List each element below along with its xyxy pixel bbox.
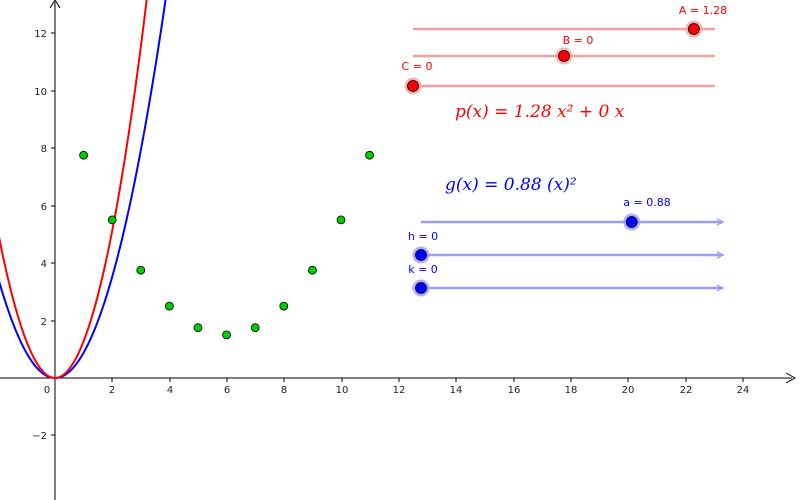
curve-p[interactable]: [0, 0, 149, 380]
data-point[interactable]: [365, 150, 375, 160]
x-tick-label: 16: [508, 385, 521, 396]
y-tick-label: −2: [32, 431, 47, 442]
y-tick-label: 12: [34, 29, 47, 40]
x-tick-label: 12: [393, 385, 406, 396]
slider-h-label: h = 0: [408, 230, 438, 243]
x-ticks: 0 2 4 6 8 10 12 14 16 18 20 22 24: [44, 378, 750, 396]
x-tick-label: 2: [109, 385, 115, 396]
data-point[interactable]: [107, 215, 117, 225]
y-axis-arrow-icon: [49, 0, 61, 9]
data-point[interactable]: [79, 150, 88, 160]
slider-h[interactable]: h = 0: [408, 230, 725, 264]
slider-k-handle[interactable]: [412, 279, 430, 297]
slider-B[interactable]: B = 0: [413, 34, 715, 65]
slider-handle-dot[interactable]: [687, 23, 700, 35]
x-tick-label: 6: [224, 385, 230, 396]
x-tick-label: 14: [450, 385, 463, 396]
slider-a-label: a = 0.88: [623, 196, 670, 209]
slider-A-label: A = 1.28: [679, 4, 727, 17]
x-tick-label: 20: [622, 385, 635, 396]
slider-k-arrow-icon: [716, 284, 725, 292]
slider-a[interactable]: a = 0.88: [421, 196, 725, 231]
slider-handle-dot[interactable]: [415, 282, 427, 294]
y-tick-label: 6: [41, 202, 47, 213]
slider-a-arrow-icon: [716, 218, 725, 226]
x-tick-label: 22: [680, 385, 693, 396]
curve-g[interactable]: [0, 0, 168, 380]
data-point[interactable]: [307, 265, 317, 275]
x-axis: [0, 372, 797, 384]
y-tick-label: 4: [41, 259, 47, 270]
data-point[interactable]: [336, 215, 346, 225]
data-point[interactable]: [193, 323, 203, 333]
points-layer: [79, 150, 375, 340]
x-tick-label: 10: [336, 385, 349, 396]
slider-C-label: C = 0: [402, 60, 433, 73]
data-point[interactable]: [222, 330, 232, 340]
slider-A-handle[interactable]: [685, 20, 703, 38]
data-point[interactable]: [164, 301, 174, 311]
x-tick-label: 0: [44, 385, 50, 396]
y-tick-label: 10: [34, 87, 47, 98]
formula-p: p(x) = 1.28 x² + 0 x: [455, 102, 625, 122]
slider-C-handle[interactable]: [404, 77, 422, 95]
slider-k-label: k = 0: [408, 263, 438, 276]
data-point[interactable]: [136, 265, 146, 275]
x-tick-label: 24: [737, 385, 750, 396]
slider-handle-dot[interactable]: [415, 249, 427, 261]
slider-h-handle[interactable]: [412, 246, 430, 264]
slider-C[interactable]: C = 0: [402, 60, 715, 95]
y-tick-label: 8: [41, 144, 47, 155]
data-point[interactable]: [279, 301, 289, 311]
x-axis-arrow-icon: [785, 372, 797, 384]
slider-A[interactable]: A = 1.28: [413, 4, 727, 38]
x-tick-label: 4: [167, 385, 173, 396]
data-point[interactable]: [250, 323, 260, 333]
slider-handle-dot[interactable]: [558, 50, 570, 62]
y-tick-label: 2: [41, 317, 47, 328]
slider-k[interactable]: k = 0: [408, 263, 725, 297]
slider-B-handle[interactable]: [555, 47, 573, 65]
slider-a-handle[interactable]: [623, 213, 641, 231]
slider-h-arrow-icon: [716, 251, 725, 259]
x-tick-label: 8: [281, 385, 287, 396]
y-ticks: 12 10 8 6 4 2 −2: [32, 29, 55, 442]
slider-handle-dot[interactable]: [625, 216, 638, 228]
slider-handle-dot[interactable]: [407, 80, 419, 92]
x-tick-label: 18: [565, 385, 578, 396]
formula-g: g(x) = 0.88 (x)²: [445, 175, 577, 195]
y-axis: [49, 0, 61, 500]
slider-B-label: B = 0: [563, 34, 594, 47]
